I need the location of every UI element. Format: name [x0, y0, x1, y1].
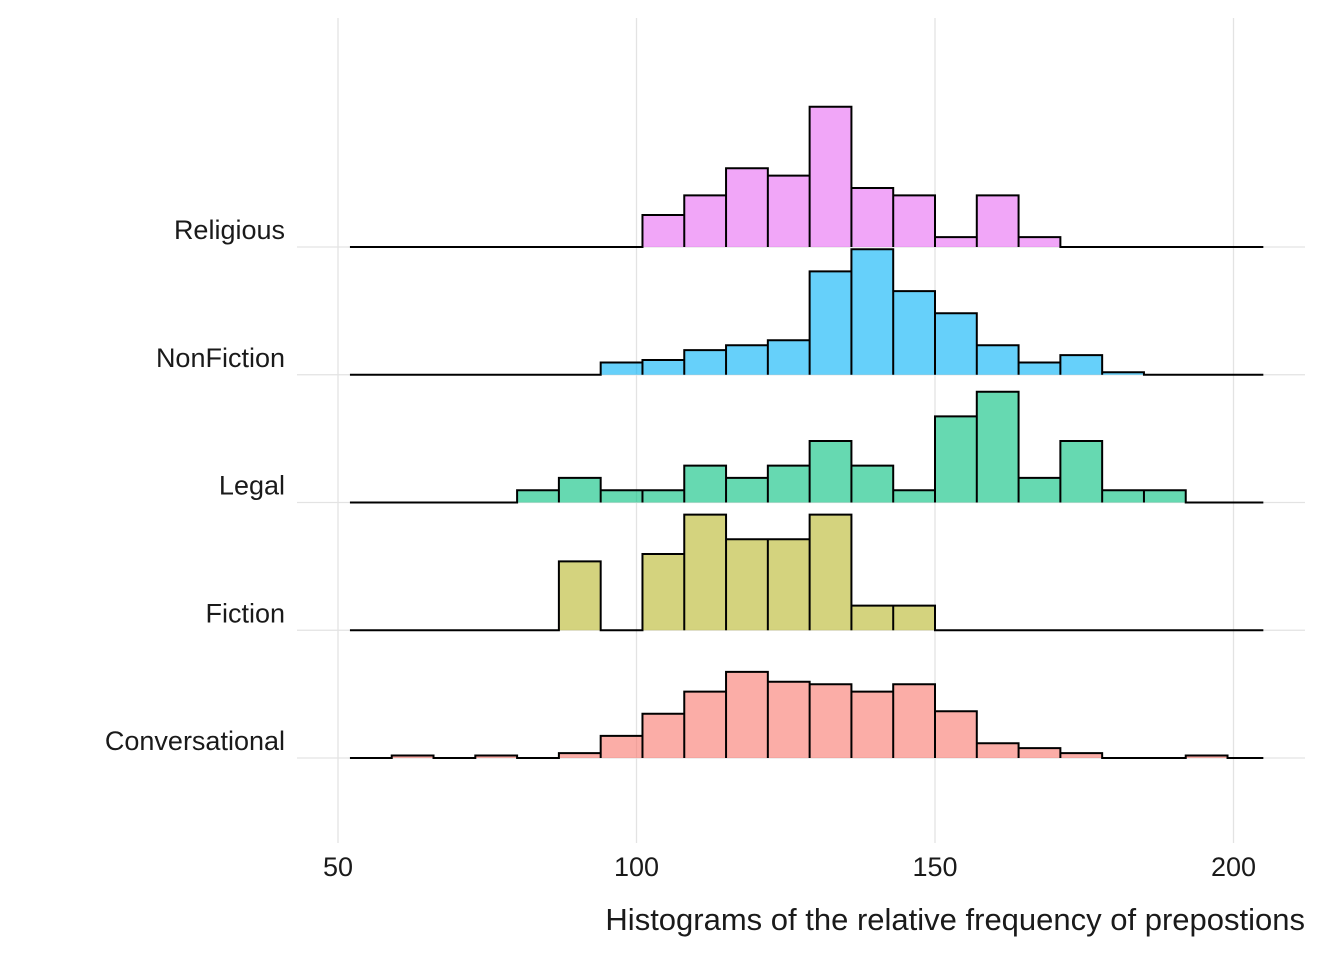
bar-religious-9 — [1018, 237, 1061, 247]
series-conversational — [349, 670, 1264, 759]
outline-nonfiction — [349, 248, 1264, 376]
bar-conversational-0 — [391, 755, 435, 758]
bar-conversational-6 — [726, 671, 769, 758]
bar-nonfiction-5 — [809, 271, 853, 375]
label-layer: 50 100 150 200 Conversational Fiction Legal Non… — [105, 215, 1256, 882]
series-nonfiction — [349, 248, 1264, 376]
bar-religious-4 — [809, 106, 853, 247]
outline-legal — [349, 390, 1264, 504]
bar-religious-6 — [893, 195, 936, 247]
bar-nonfiction-2 — [684, 350, 727, 375]
bar-legal-13 — [1060, 441, 1103, 503]
bar-religious-2 — [726, 168, 769, 247]
bar-conversational-9 — [851, 691, 894, 758]
bar-religious-5 — [851, 187, 894, 247]
bar-fiction-4 — [767, 539, 811, 631]
bar-nonfiction-6 — [851, 249, 894, 375]
x-axis-title: Histograms of the relative frequency of … — [605, 902, 1305, 937]
bar-conversational-7 — [767, 681, 811, 758]
bar-nonfiction-10 — [1018, 362, 1061, 375]
bar-religious-7 — [935, 237, 978, 247]
bar-conversational-15 — [1185, 755, 1229, 758]
bar-fiction-0 — [558, 561, 602, 631]
bar-nonfiction-7 — [893, 291, 936, 375]
bar-conversational-2 — [558, 753, 602, 758]
bar-religious-1 — [684, 195, 727, 247]
bar-legal-10 — [935, 416, 978, 503]
bar-nonfiction-1 — [642, 359, 685, 375]
bar-nonfiction-3 — [726, 345, 769, 375]
bar-conversational-8 — [809, 684, 853, 758]
bar-fiction-2 — [684, 514, 727, 631]
bar-nonfiction-0 — [600, 362, 644, 375]
bar-conversational-5 — [684, 691, 727, 758]
outline-religious — [349, 105, 1264, 248]
bar-religious-8 — [976, 195, 1020, 247]
series-religious — [349, 105, 1264, 248]
bar-fiction-7 — [893, 605, 936, 631]
bar-legal-0 — [517, 490, 560, 503]
bar-legal-6 — [767, 465, 811, 503]
bar-nonfiction-8 — [935, 313, 978, 375]
bar-conversational-13 — [1018, 748, 1061, 758]
category-label-fiction: Fiction — [205, 598, 285, 628]
category-label-nonfiction: NonFiction — [156, 343, 285, 373]
bar-nonfiction-11 — [1060, 355, 1103, 375]
bar-conversational-4 — [642, 713, 685, 758]
bar-conversational-10 — [893, 684, 936, 758]
bar-legal-4 — [684, 465, 727, 503]
bar-nonfiction-9 — [976, 345, 1020, 375]
bar-legal-9 — [893, 490, 936, 503]
series-legal — [349, 390, 1264, 504]
bar-legal-2 — [600, 490, 644, 503]
bar-legal-7 — [809, 441, 853, 503]
bar-fiction-3 — [726, 539, 769, 631]
bar-conversational-14 — [1060, 753, 1103, 758]
x-tick-label-150: 150 — [912, 852, 957, 882]
category-label-conversational: Conversational — [105, 726, 285, 756]
x-tick-label-100: 100 — [614, 852, 659, 882]
bar-conversational-12 — [976, 743, 1020, 758]
bar-legal-5 — [726, 477, 769, 503]
bar-legal-8 — [851, 465, 894, 503]
bar-conversational-1 — [475, 755, 518, 758]
bar-nonfiction-12 — [1102, 372, 1145, 375]
outline-fiction — [349, 513, 1264, 632]
bar-fiction-1 — [642, 553, 685, 631]
category-label-legal: Legal — [219, 471, 285, 501]
x-tick-label-50: 50 — [323, 852, 353, 882]
bar-fiction-5 — [809, 514, 853, 631]
bar-legal-3 — [642, 490, 685, 503]
series-fiction — [349, 513, 1264, 632]
series-layer — [349, 105, 1264, 759]
outline-conversational — [349, 670, 1264, 759]
x-tick-label-200: 200 — [1211, 852, 1256, 882]
category-label-religious: Religious — [174, 215, 285, 245]
bar-religious-0 — [642, 215, 685, 247]
bar-conversational-3 — [600, 735, 644, 758]
bar-legal-12 — [1018, 477, 1061, 503]
bar-legal-11 — [976, 391, 1020, 503]
bar-fiction-6 — [851, 605, 894, 631]
bar-legal-15 — [1143, 490, 1187, 503]
bar-legal-1 — [558, 477, 602, 503]
bar-religious-3 — [767, 175, 811, 247]
bar-nonfiction-4 — [767, 340, 811, 375]
bar-legal-14 — [1102, 490, 1145, 503]
bar-conversational-11 — [935, 711, 978, 758]
